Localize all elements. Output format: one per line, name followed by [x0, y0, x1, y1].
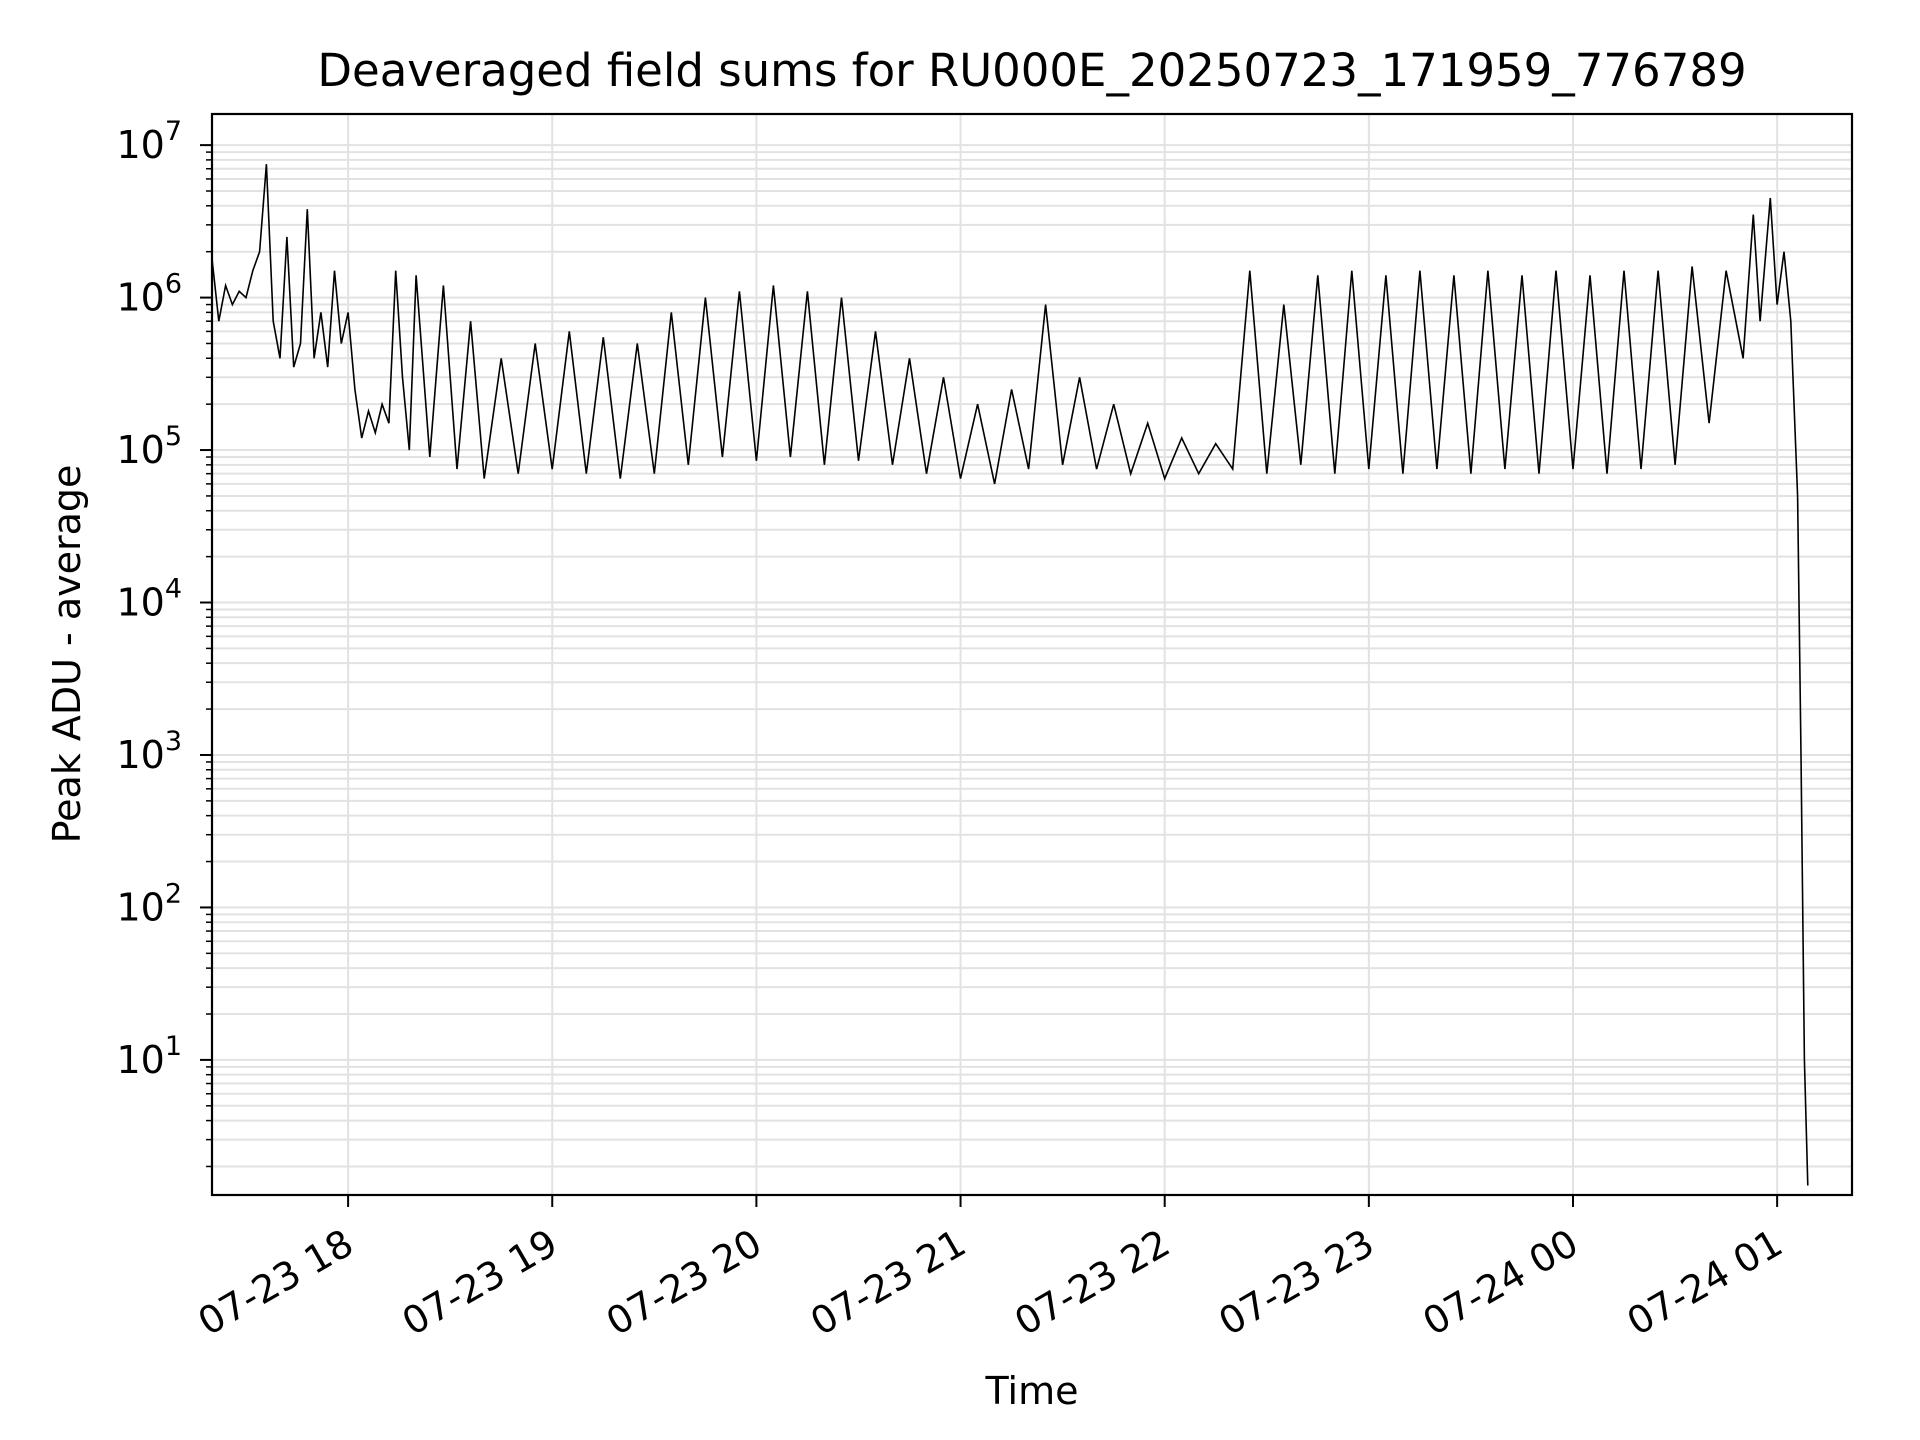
y-tick-label: 101 — [116, 1031, 182, 1082]
y-axis: 101 102 103 104 105 106 107 — [116, 116, 212, 1168]
x-axis-label: Time — [985, 1369, 1079, 1413]
chart-title: Deaveraged field sums for RU000E_2025072… — [317, 44, 1746, 97]
x-tick-label: 07-23 19 — [395, 1221, 565, 1345]
y-tick-label: 102 — [116, 878, 182, 929]
y-tick-label: 106 — [116, 269, 182, 320]
y-tick-label: 103 — [116, 726, 182, 777]
plot-area-frame — [210, 112, 1854, 1197]
x-tick-label: 07-23 22 — [1007, 1221, 1177, 1345]
series-line — [211, 164, 1809, 1186]
y-tick-label: 107 — [116, 116, 182, 167]
y-tick-label: 104 — [116, 574, 182, 625]
x-tick-label: 07-23 20 — [599, 1221, 769, 1345]
grid — [212, 114, 1852, 1195]
x-tick-label: 07-23 21 — [803, 1221, 973, 1345]
x-axis: 07-23 18 07-23 19 07-23 20 07-23 21 07-23 22… — [191, 1195, 1790, 1344]
y-tick-label: 105 — [116, 421, 182, 472]
y-axis-label: Peak ADU - average — [45, 465, 89, 844]
x-tick-label: 07-23 18 — [191, 1221, 361, 1345]
x-tick-label: 07-24 00 — [1416, 1221, 1586, 1345]
x-tick-label: 07-23 23 — [1211, 1221, 1381, 1345]
x-tick-label: 07-24 01 — [1620, 1221, 1790, 1345]
